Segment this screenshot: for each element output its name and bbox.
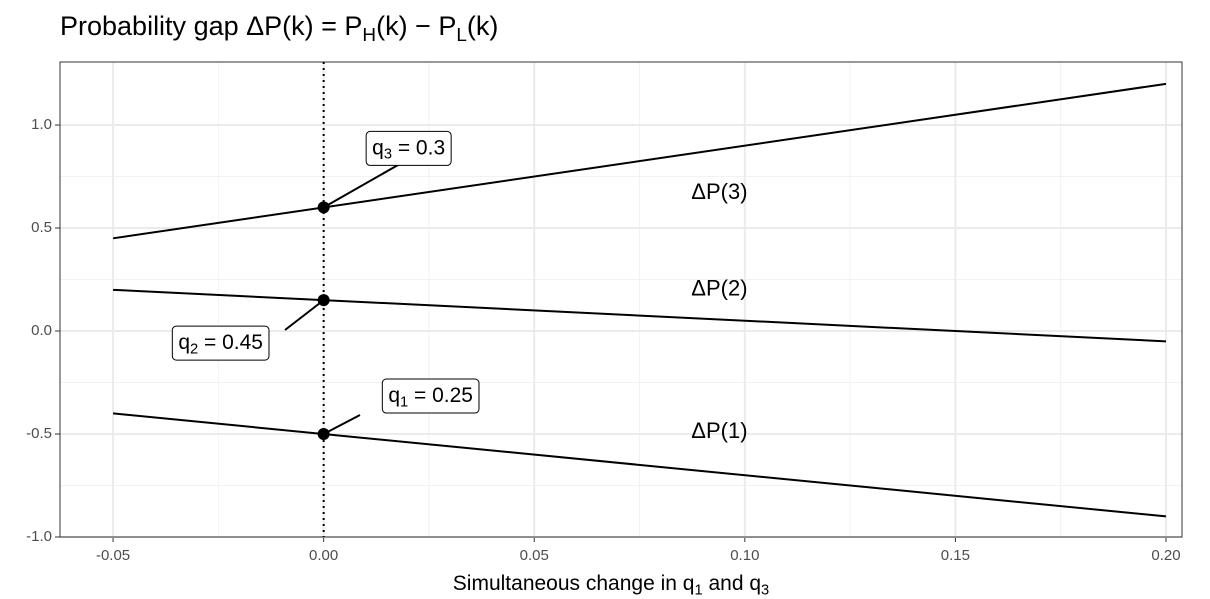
annotation-label-part: q [178, 331, 190, 354]
label-connector [284, 299, 325, 331]
chart-title-part: L [456, 25, 467, 46]
y-tick-label: 0.5 [31, 219, 52, 236]
label-connector [323, 414, 361, 435]
annotation-label: q2 = 0.45 [178, 331, 263, 358]
y-tick-label: -1.0 [26, 528, 52, 545]
y-tick-label: -0.5 [26, 425, 52, 442]
annotation-label: q1 = 0.25 [388, 384, 473, 411]
series-label: ΔP(2) [691, 276, 747, 301]
chart-title: Probability gap ΔP(k) = PH(k) − PL(k) [60, 11, 498, 46]
marker [317, 201, 330, 214]
annotation-label-part: 3 [384, 147, 392, 163]
chart-title-part: (k) [467, 11, 498, 41]
annotation-label: q3 = 0.3 [372, 136, 445, 163]
x-axis-label-part: Simultaneous change in q [453, 572, 695, 595]
chart-title-part: Probability gap ΔP(k) = P [60, 11, 362, 41]
label-box [365, 130, 452, 166]
label-connector [323, 164, 399, 209]
x-tick-label: 0.10 [730, 547, 759, 564]
x-axis-label-part: and q [703, 572, 761, 595]
annotation-label-part: 2 [190, 341, 198, 357]
x-tick-label: 0.05 [520, 547, 549, 564]
x-axis-label: Simultaneous change in q1 and q3 [453, 572, 769, 599]
label-box [381, 378, 480, 414]
x-tick-label: 0.20 [1151, 547, 1180, 564]
annotation-label-part: 1 [400, 394, 408, 410]
x-tick-label: 0.15 [941, 547, 970, 564]
annotation-label-part: = 0.25 [408, 384, 473, 407]
series-label: ΔP(3) [691, 179, 747, 204]
annotation-label-part: q [372, 136, 384, 159]
x-axis-label-part: 1 [694, 582, 702, 598]
y-tick-label: 1.0 [31, 116, 52, 133]
plot-border [59, 61, 1183, 538]
annotation-label-part: = 0.3 [392, 136, 445, 159]
annotation-label-part: q [388, 384, 400, 407]
x-tick-label: 0.00 [309, 547, 338, 564]
line [112, 82, 1167, 240]
series-label: ΔP(1) [691, 418, 747, 443]
line [112, 412, 1167, 518]
chart-title-part: H [362, 25, 376, 46]
marker [317, 294, 330, 307]
marker [317, 428, 330, 441]
chart-title-part: (k) − P [376, 11, 456, 41]
annotation-label-part: = 0.45 [198, 331, 263, 354]
y-tick-label: 0.0 [31, 322, 52, 339]
line [113, 288, 1167, 343]
label-box [171, 325, 270, 361]
x-tick-label: -0.05 [96, 547, 130, 564]
x-axis-label-part: 3 [761, 582, 769, 598]
